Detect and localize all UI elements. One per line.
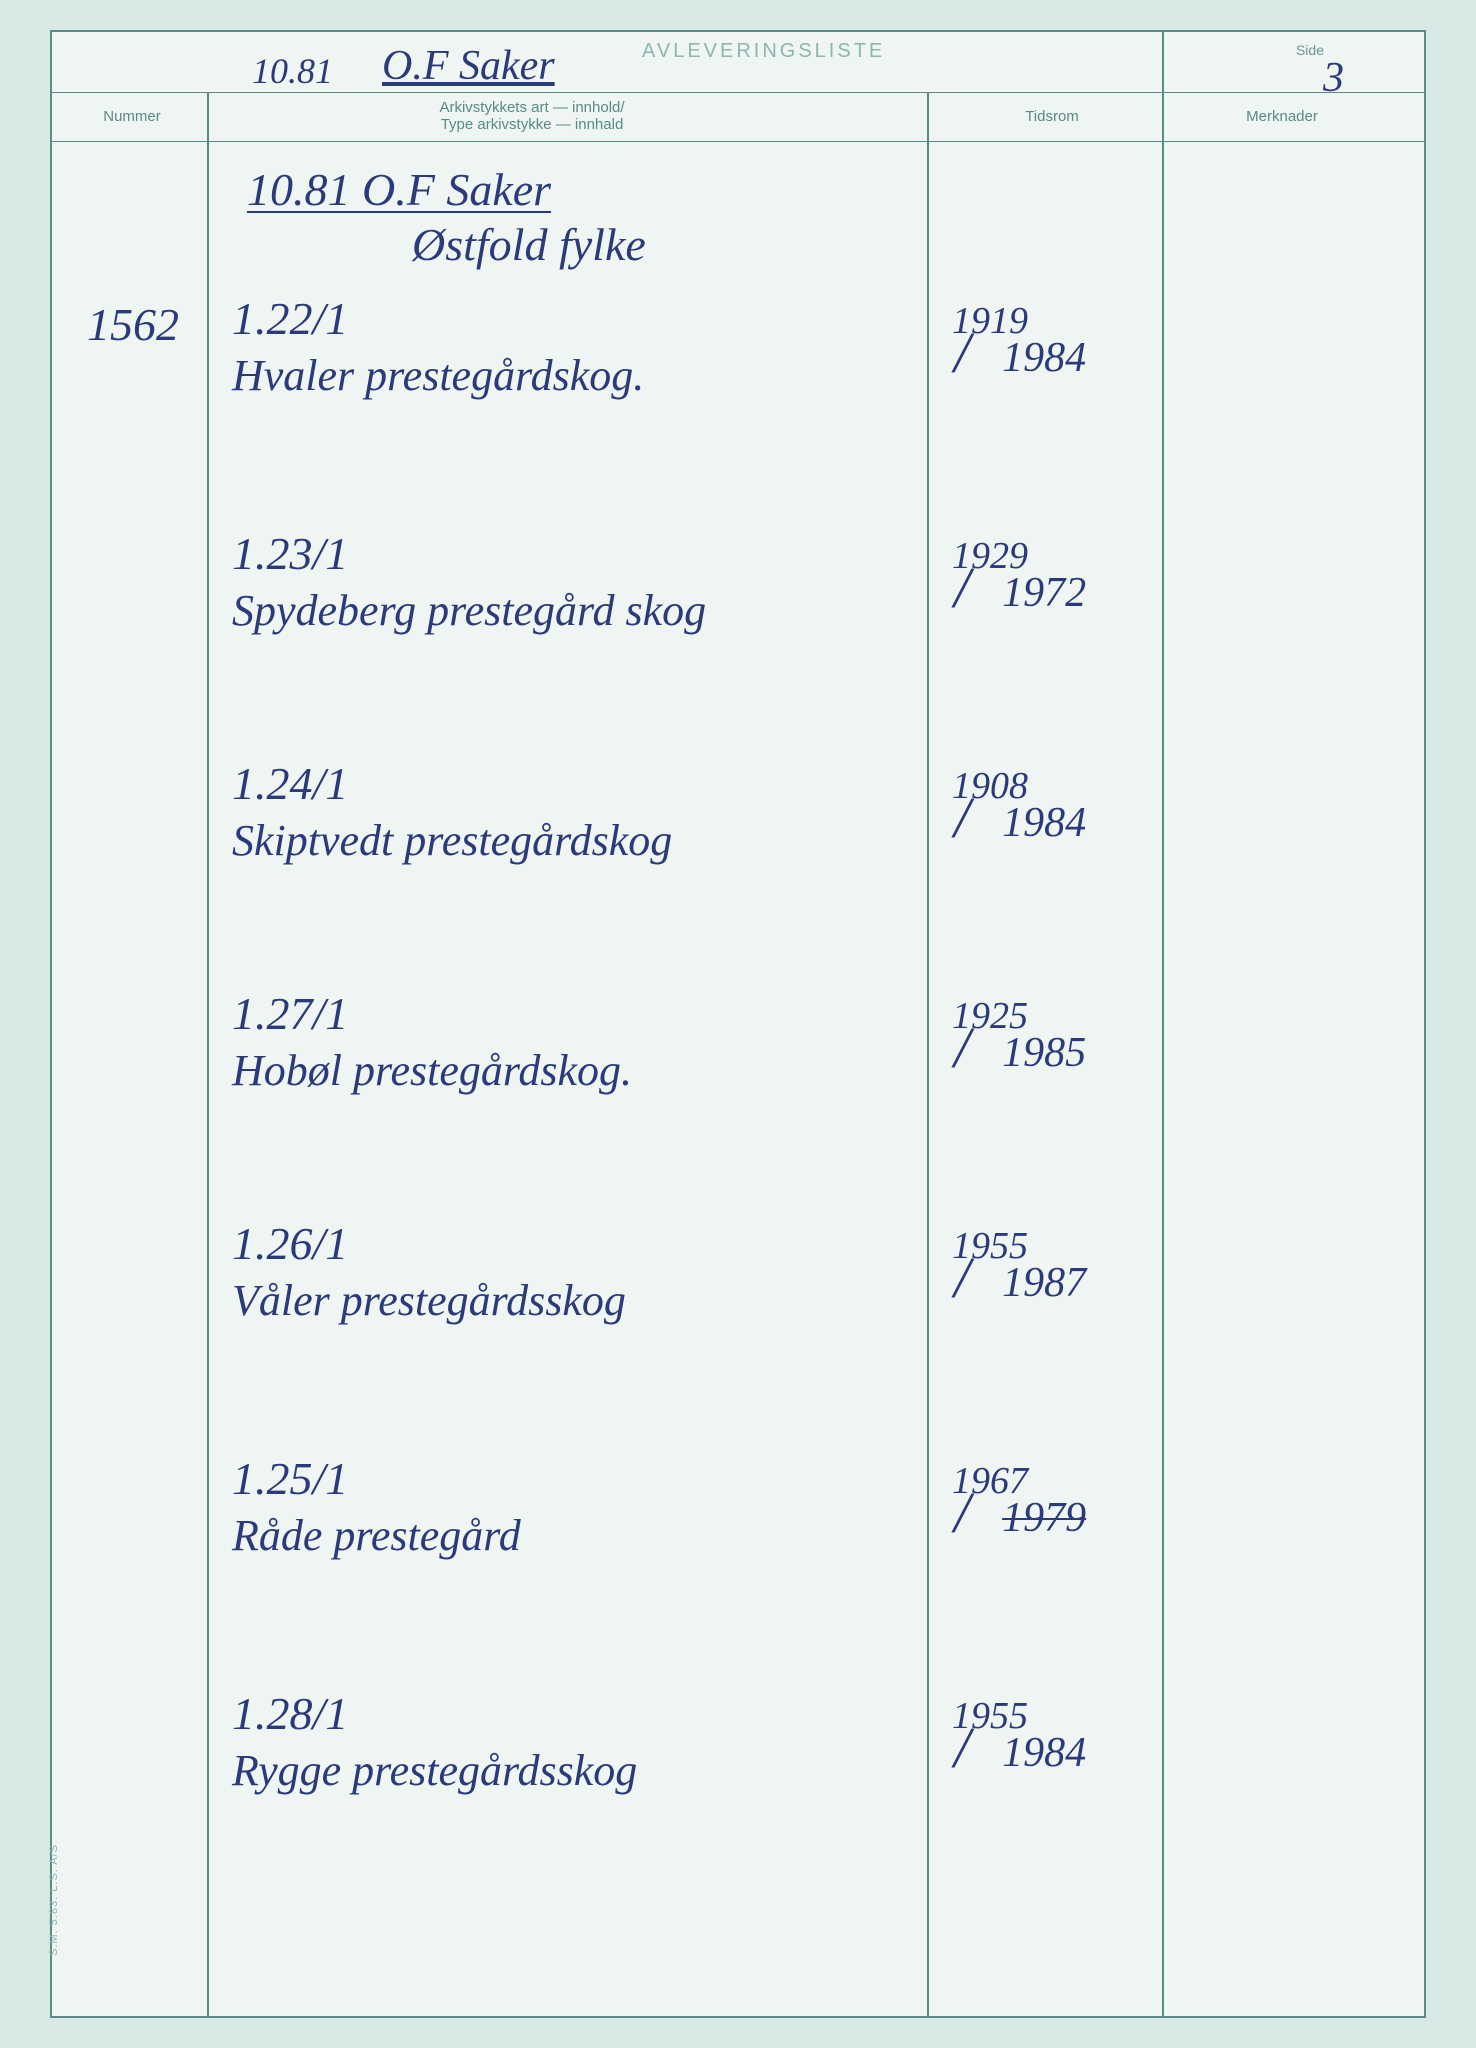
content-area: 10.81 O.F Saker Østfold fylke 1562 1.22/… — [52, 142, 1424, 2016]
entry-date-slash: / — [954, 1249, 970, 1307]
entry-tidsrom: 1955/1984 — [952, 1697, 1086, 1777]
entry-ref: 1.23/1 — [232, 527, 348, 580]
entry-ref: 1.26/1 — [232, 1217, 348, 1270]
entry-date-to: 1984 — [1002, 337, 1086, 379]
section-heading: 10.81 O.F Saker — [247, 162, 551, 217]
entry-description: Rygge prestegårdsskog — [232, 1745, 637, 1796]
entry-tidsrom: 1955/1987 — [952, 1227, 1086, 1307]
col-header-nummer: Nummer — [82, 108, 182, 125]
entry-tidsrom: 1967/1979 — [952, 1462, 1086, 1542]
entry-description: Hobøl prestegårdskog. — [232, 1045, 632, 1096]
entry-tidsrom: 1908/1984 — [952, 767, 1086, 847]
entry-date-slash: / — [954, 789, 970, 847]
page-label: Side — [1296, 42, 1324, 58]
entry-tidsrom: 1925/1985 — [952, 997, 1086, 1077]
entry-date-to: 1984 — [1002, 802, 1086, 844]
entry-date-to: 1985 — [1002, 1032, 1086, 1074]
entry-description: Skiptvedt prestegårdskog — [232, 815, 672, 866]
entry-date-to: 1984 — [1002, 1732, 1086, 1774]
entry-ref: 1.28/1 — [232, 1687, 348, 1740]
col-header-merknader: Merknader — [1192, 108, 1372, 125]
entry-tidsrom: 1919/1984 — [952, 302, 1086, 382]
col-header-arkiv-line2: Type arkivstykke — innhald — [441, 116, 624, 133]
entry-ref: 1.22/1 — [232, 292, 348, 345]
entry-description: Våler prestegårdsskog — [232, 1275, 626, 1326]
form-title-printed: AVLEVERINGSLISTE — [642, 40, 885, 63]
section-subheading: Østfold fylke — [412, 217, 646, 272]
entry-date-to: 1972 — [1002, 572, 1086, 614]
entry-ref: 1.27/1 — [232, 987, 348, 1040]
entry-ref: 1.24/1 — [232, 757, 348, 810]
form-print-code: S.M. 5.83. L.S. A/S — [48, 1844, 60, 1956]
entry-date-to: 1979 — [1002, 1497, 1086, 1539]
archive-form-page: AVLEVERINGSLISTE Side 3 10.81 O.F Saker … — [50, 30, 1426, 2018]
entry-date-slash: / — [954, 1719, 970, 1777]
page-num-divider — [1162, 32, 1164, 92]
entry-ref: 1.25/1 — [232, 1452, 348, 1505]
entry-description: Spydeberg prestegård skog — [232, 585, 706, 636]
entry-description: Råde prestegård — [232, 1510, 521, 1561]
header-ref-title: O.F Saker — [382, 42, 555, 90]
entry-date-slash: / — [954, 1019, 970, 1077]
col-header-arkiv-line1: Arkivstykkets art — innhold/ — [439, 99, 624, 116]
box-number: 1562 — [87, 297, 179, 352]
col-header-tidsrom: Tidsrom — [972, 108, 1132, 125]
header-area: AVLEVERINGSLISTE Side 3 10.81 O.F Saker … — [52, 32, 1424, 142]
column-headers: Nummer Arkivstykkets art — innhold/ Type… — [52, 92, 1424, 142]
entry-date-slash: / — [954, 324, 970, 382]
entry-date-to: 1987 — [1002, 1262, 1086, 1304]
header-ref-code: 10.81 — [252, 50, 333, 92]
entry-date-slash: / — [954, 559, 970, 617]
col-header-arkiv: Arkivstykkets art — innhold/ Type arkivs… — [232, 99, 832, 133]
entry-tidsrom: 1929/1972 — [952, 537, 1086, 617]
entry-date-slash: / — [954, 1484, 970, 1542]
entry-description: Hvaler prestegårdskog. — [232, 350, 644, 401]
